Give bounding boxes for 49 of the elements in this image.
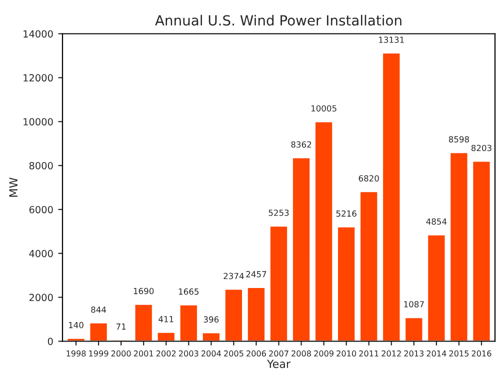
- x-tick-label: 2002: [156, 350, 176, 357]
- data-label: 8203: [471, 144, 492, 152]
- y-tick-label: 0: [48, 338, 53, 346]
- data-label: 13131: [379, 36, 404, 43]
- x-tick-label: 1999: [89, 350, 108, 357]
- data-label: 10005: [311, 105, 336, 112]
- x-tick-label: 1998: [66, 350, 86, 357]
- data-label: 5253: [268, 210, 289, 216]
- x-tick-label: 2013: [404, 350, 424, 357]
- data-label: 396: [204, 316, 219, 323]
- data-label: 1690: [134, 288, 154, 294]
- x-tick-label: 2004: [202, 350, 221, 357]
- x-tick-label: 2005: [224, 350, 244, 357]
- x-tick-label: 2009: [314, 350, 334, 357]
- x-tick-label: 2014: [426, 350, 446, 357]
- data-label: 6820: [358, 175, 379, 182]
- x-tick-label: 2016: [472, 350, 492, 357]
- data-label: 71: [116, 324, 126, 330]
- data-label: 411: [158, 316, 174, 322]
- x-tick-label: 2008: [292, 350, 311, 357]
- x-tick-label: 2007: [269, 350, 288, 357]
- data-label: 8598: [448, 136, 469, 142]
- data-label: 5216: [336, 210, 356, 217]
- x-tick-label: 2006: [246, 350, 266, 357]
- y-tick-label: 14000: [24, 30, 53, 38]
- x-tick-label: 2012: [382, 350, 401, 357]
- x-tick-label: 2011: [359, 350, 378, 357]
- y-tick-label: 4000: [29, 250, 53, 258]
- x-axis-title: Year: [266, 360, 291, 368]
- data-label: 844: [91, 306, 106, 313]
- y-tick-label: 10000: [24, 118, 53, 126]
- data-label: 140: [68, 322, 84, 328]
- y-tick-label: 2000: [29, 294, 53, 302]
- y-tick-label: 6000: [29, 206, 53, 214]
- data-label: 2457: [246, 271, 266, 278]
- data-label: 2374: [224, 272, 244, 280]
- y-tick-label: 8000: [29, 162, 53, 170]
- data-label: 1665: [178, 288, 199, 295]
- y-tick-label: 12000: [24, 74, 53, 82]
- x-tick-label: 2015: [449, 350, 469, 357]
- data-label: 8362: [291, 141, 312, 148]
- data-label: 1087: [404, 301, 424, 308]
- x-tick-label: 2003: [178, 350, 198, 357]
- chart-title: Annual U.S. Wind Power Installation: [155, 14, 402, 26]
- y-axis-title: MW: [9, 178, 18, 197]
- data-label: 4854: [426, 218, 447, 225]
- x-tick-label: 2000: [111, 350, 131, 357]
- x-tick-label: 2010: [336, 350, 356, 357]
- x-tick-label: 2001: [134, 350, 154, 357]
